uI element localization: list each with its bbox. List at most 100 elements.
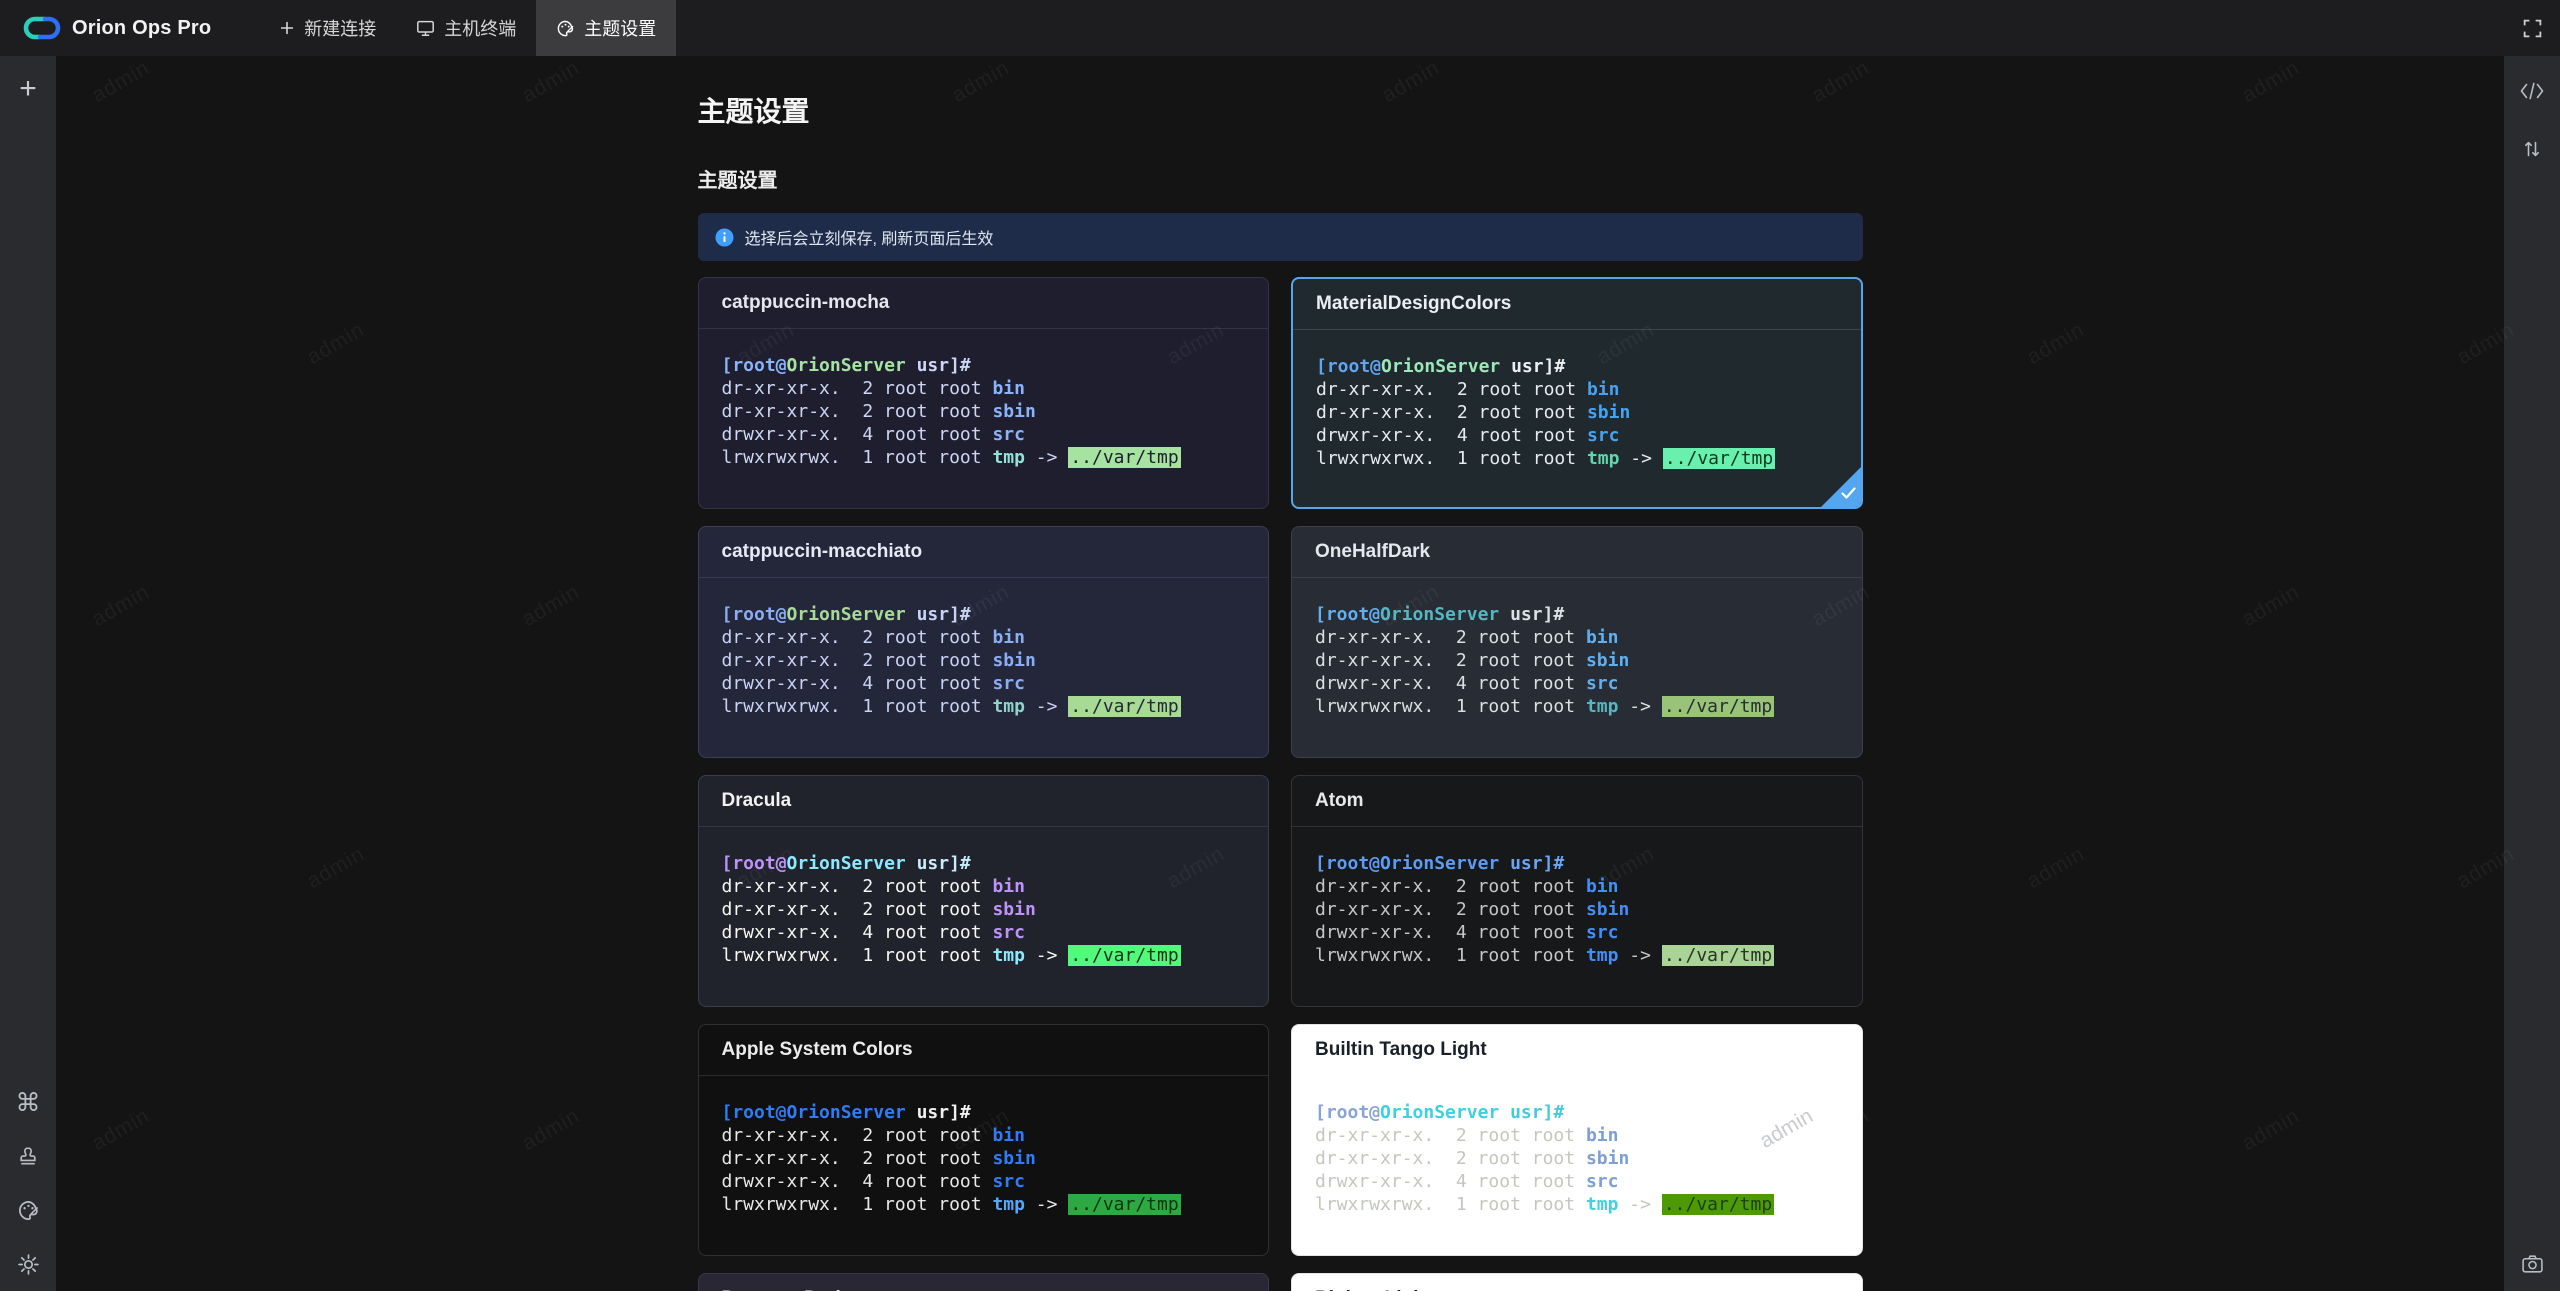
- terminal-line: lrwxrwxrwx. 1 root root tmp -> ../var/tm…: [1316, 448, 1776, 469]
- terminal-line: lrwxrwxrwx. 1 root root tmp -> ../var/tm…: [1315, 1194, 1775, 1215]
- terminal-line: lrwxrwxrwx. 1 root root tmp -> ../var/tm…: [721, 696, 1181, 717]
- terminal-line: dr-xr-xr-x. 2 root root sbin: [721, 650, 1036, 671]
- terminal-line: drwxr-xr-x. 4 root root src: [1315, 673, 1619, 694]
- terminal-line: dr-xr-xr-x. 2 root root bin: [721, 378, 1025, 399]
- right-sidebar: [2504, 56, 2560, 1291]
- terminal-preview: [root@OrionServer usr]# dr-xr-xr-x. 2 ro…: [1293, 330, 1861, 470]
- terminal-preview: [root@OrionServer usr]# dr-xr-xr-x. 2 ro…: [1292, 1076, 1862, 1216]
- terminal-line: dr-xr-xr-x. 2 root root sbin: [721, 899, 1036, 920]
- terminal-prompt: [root@OrionServer usr]#: [721, 853, 971, 874]
- terminal-line: lrwxrwxrwx. 1 root root tmp -> ../var/tm…: [721, 945, 1181, 966]
- info-icon: [715, 228, 734, 247]
- terminal-preview: [root@OrionServer usr]# dr-xr-xr-x. 2 ro…: [1292, 827, 1862, 967]
- app-title: Orion Ops Pro: [72, 16, 212, 39]
- theme-card-title: MaterialDesignColors: [1293, 279, 1861, 330]
- sort-vertical-icon[interactable]: [2517, 134, 2547, 164]
- theme-card-title: Dracula: [698, 776, 1268, 827]
- terminal-line: lrwxrwxrwx. 1 root root tmp -> ../var/tm…: [721, 1194, 1181, 1215]
- selected-check-icon: [1819, 466, 1861, 507]
- terminal-line: dr-xr-xr-x. 2 root root bin: [721, 627, 1025, 648]
- tab-label: 主机终端: [444, 19, 517, 39]
- palette-icon[interactable]: [13, 1195, 43, 1225]
- terminal-preview: [root@OrionServer usr]# dr-xr-xr-x. 2 ro…: [699, 827, 1269, 967]
- theme-card-title: BlulocoLight: [1292, 1274, 1862, 1291]
- camera-icon[interactable]: [2517, 1249, 2547, 1279]
- info-alert: 选择后会立刻保存, 刷新页面后生效: [697, 213, 1863, 261]
- terminal-prompt: [root@OrionServer usr]#: [1315, 604, 1565, 625]
- tab-new-connection[interactable]: 新建连接: [259, 0, 396, 56]
- tab-label: 新建连接: [304, 19, 377, 39]
- terminal-line: dr-xr-xr-x. 2 root root sbin: [721, 401, 1036, 422]
- gear-icon[interactable]: [13, 1249, 43, 1279]
- theme-card-title: Builtin Tango Light: [1315, 1039, 1487, 1060]
- terminal-line: drwxr-xr-x. 4 root root src: [1315, 1171, 1619, 1192]
- theme-card[interactable]: Apple System Colors [root@OrionServer us…: [697, 1024, 1269, 1256]
- palette-icon: [556, 19, 575, 38]
- terminal-line: drwxr-xr-x. 4 root root src: [721, 922, 1025, 943]
- tab-host-terminal[interactable]: 主机终端: [396, 0, 536, 56]
- fullscreen-icon[interactable]: [2504, 0, 2560, 56]
- terminal-prompt: [root@OrionServer usr]#: [1316, 356, 1566, 377]
- add-connection-button[interactable]: +: [19, 72, 37, 105]
- terminal-line: drwxr-xr-x. 4 root root src: [1316, 425, 1620, 446]
- terminal-preview: [root@OrionServer usr]# dr-xr-xr-x. 2 ro…: [699, 329, 1269, 469]
- terminal-line: dr-xr-xr-x. 2 root root bin: [1315, 1125, 1619, 1146]
- terminal-prompt: [root@OrionServer usr]#: [721, 1102, 971, 1123]
- main-area: 主题设置 主题设置 选择后会立刻保存, 刷新页面后生效 catppuccin-m…: [56, 56, 2504, 1291]
- terminal-line: drwxr-xr-x. 4 root root src: [1315, 922, 1619, 943]
- theme-card[interactable]: Duotone Dark [root@OrionServer usr]# dr-…: [697, 1273, 1269, 1291]
- terminal-prompt: [root@OrionServer usr]#: [721, 604, 971, 625]
- terminal-preview: [root@OrionServer usr]# dr-xr-xr-x. 2 ro…: [1292, 578, 1862, 718]
- theme-card[interactable]: Builtin Tango Light [root@OrionServer us…: [1291, 1024, 1863, 1256]
- command-icon[interactable]: ⌘: [15, 1087, 41, 1117]
- terminal-line: dr-xr-xr-x. 2 root root bin: [1315, 876, 1619, 897]
- theme-card-title: Duotone Dark: [699, 1274, 1269, 1291]
- theme-card[interactable]: Atom [root@OrionServer usr]# dr-xr-xr-x.…: [1291, 775, 1863, 1007]
- theme-card[interactable]: catppuccin-mocha [root@OrionServer usr]#…: [697, 277, 1269, 509]
- terminal-line: dr-xr-xr-x. 2 root root bin: [721, 876, 1025, 897]
- left-sidebar: + ⌘: [0, 56, 56, 1291]
- theme-card-title: catppuccin-mocha: [698, 278, 1268, 329]
- terminal-line: lrwxrwxrwx. 1 root root tmp -> ../var/tm…: [1315, 696, 1775, 717]
- terminal-line: drwxr-xr-x. 4 root root src: [721, 673, 1025, 694]
- terminal-line: dr-xr-xr-x. 2 root root bin: [1316, 379, 1620, 400]
- app-logo-icon: [22, 13, 62, 43]
- theme-card-title: catppuccin-macchiato: [698, 527, 1268, 578]
- theme-card-title: OneHalfDark: [1292, 527, 1862, 578]
- top-bar: Orion Ops Pro 新建连接 主机终端: [0, 0, 2560, 56]
- terminal-line: dr-xr-xr-x. 2 root root sbin: [1315, 1148, 1630, 1169]
- app-brand: Orion Ops Pro: [0, 0, 235, 56]
- terminal-line: dr-xr-xr-x. 2 root root sbin: [721, 1148, 1036, 1169]
- terminal-line: dr-xr-xr-x. 2 root root bin: [721, 1125, 1025, 1146]
- terminal-line: dr-xr-xr-x. 2 root root sbin: [1316, 402, 1631, 423]
- terminal-prompt: [root@OrionServer usr]#: [1315, 1102, 1565, 1123]
- theme-card[interactable]: Dracula [root@OrionServer usr]# dr-xr-xr…: [697, 775, 1269, 1007]
- theme-card-title: Atom: [1292, 776, 1862, 827]
- plus-icon: [279, 20, 295, 36]
- terminal-line: dr-xr-xr-x. 2 root root bin: [1315, 627, 1619, 648]
- terminal-line: lrwxrwxrwx. 1 root root tmp -> ../var/tm…: [721, 447, 1181, 468]
- terminal-prompt: [root@OrionServer usr]#: [721, 355, 971, 376]
- theme-card-title: Apple System Colors: [698, 1025, 1268, 1076]
- tab-label: 主题设置: [584, 19, 657, 39]
- theme-grid: catppuccin-mocha [root@OrionServer usr]#…: [697, 277, 1863, 1291]
- tab-theme-settings[interactable]: 主题设置: [536, 0, 677, 56]
- terminal-preview: [root@OrionServer usr]# dr-xr-xr-x. 2 ro…: [699, 1076, 1269, 1216]
- terminal-preview: [root@OrionServer usr]# dr-xr-xr-x. 2 ro…: [699, 578, 1269, 718]
- theme-card[interactable]: BlulocoLight [root@OrionServer usr]# dr-…: [1291, 1273, 1863, 1291]
- terminal-line: lrwxrwxrwx. 1 root root tmp -> ../var/tm…: [1315, 945, 1775, 966]
- alert-text: 选择后会立刻保存, 刷新页面后生效: [744, 231, 994, 248]
- tab-bar: 新建连接 主机终端 主题设置: [259, 0, 677, 56]
- section-title: 主题设置: [697, 170, 778, 192]
- page-title: 主题设置: [697, 96, 810, 127]
- terminal-line: drwxr-xr-x. 4 root root src: [721, 424, 1025, 445]
- stamp-icon[interactable]: [13, 1141, 43, 1171]
- code-icon[interactable]: [2517, 76, 2547, 106]
- monitor-icon: [416, 19, 435, 37]
- theme-card[interactable]: MaterialDesignColors [root@OrionServer u…: [1291, 277, 1863, 509]
- terminal-line: drwxr-xr-x. 4 root root src: [721, 1171, 1025, 1192]
- terminal-line: dr-xr-xr-x. 2 root root sbin: [1315, 899, 1630, 920]
- theme-card[interactable]: OneHalfDark [root@OrionServer usr]# dr-x…: [1291, 526, 1863, 758]
- terminal-line: dr-xr-xr-x. 2 root root sbin: [1315, 650, 1630, 671]
- theme-card[interactable]: catppuccin-macchiato [root@OrionServer u…: [697, 526, 1269, 758]
